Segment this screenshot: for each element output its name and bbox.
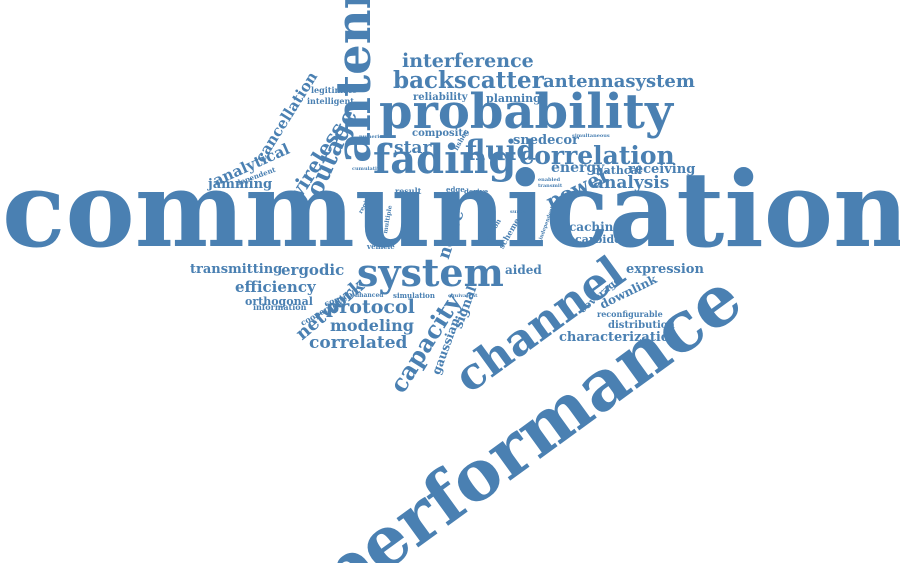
word-star: star bbox=[394, 138, 432, 158]
word-analysis: analysis bbox=[593, 173, 670, 193]
word-caching: caching bbox=[569, 220, 622, 234]
word-edge: edge bbox=[446, 185, 465, 194]
word-planning: planning bbox=[486, 92, 541, 105]
word-snedecor: snedecor bbox=[513, 133, 579, 148]
word-enabled: enabled bbox=[538, 177, 561, 183]
word-fading: fading bbox=[373, 136, 517, 183]
word-reconfigurable: reconfigurable bbox=[597, 309, 663, 319]
word-distribution: distribution bbox=[608, 320, 675, 331]
word-energy: energy bbox=[551, 160, 605, 176]
word-communication: communication bbox=[2, 148, 900, 271]
word-ergodic: ergodic bbox=[281, 261, 345, 279]
word-interference: interference bbox=[402, 50, 534, 72]
word-fluid: fluid bbox=[465, 134, 536, 167]
word-derive: derive bbox=[464, 187, 489, 196]
word-enhanced: enhanced bbox=[351, 292, 384, 299]
word-aided: aided bbox=[505, 263, 542, 277]
word-antennasystem: antennasystem bbox=[543, 71, 695, 92]
word-vehicle: vehicle bbox=[367, 242, 395, 251]
word-jamming: jamming bbox=[208, 177, 273, 192]
word-surface: surface bbox=[510, 209, 531, 215]
word-mathcal: mathcal bbox=[592, 164, 642, 177]
word-cumulative: cumulative bbox=[352, 166, 384, 172]
word-simultaneous: simultaneous bbox=[572, 133, 610, 139]
word-transmitting: transmitting bbox=[190, 262, 283, 277]
word-transmit: transmit bbox=[538, 183, 563, 189]
word-efficiency: efficiency bbox=[235, 278, 316, 296]
word-correlated: correlated bbox=[309, 333, 408, 353]
word-receiving: receiving bbox=[628, 162, 696, 177]
word-modeling: modeling bbox=[330, 316, 414, 335]
word-correlation: correlation bbox=[519, 141, 675, 170]
word-system: system bbox=[357, 250, 504, 295]
word-probability: probability bbox=[379, 84, 673, 140]
word-equivalent: equivalent bbox=[448, 293, 478, 299]
word-characterization: characterization bbox=[559, 330, 679, 345]
word-numerical: numerical bbox=[359, 134, 388, 140]
word-information: information bbox=[253, 302, 307, 312]
word-simulation: simulation bbox=[393, 291, 435, 300]
word-protocol: protocol bbox=[326, 296, 415, 318]
word-orthogonal: orthogonal bbox=[245, 295, 313, 308]
word-result: result bbox=[395, 186, 422, 196]
word-reliability: reliability bbox=[413, 92, 468, 103]
word-expression: expression bbox=[626, 262, 704, 277]
word-backscatter: backscatter bbox=[393, 67, 544, 94]
word-composite: composite bbox=[412, 128, 470, 139]
word-legitimate: legitimate bbox=[311, 85, 357, 95]
word-carbide: carbide bbox=[575, 233, 622, 246]
word-intelligent: intelligent bbox=[307, 96, 354, 106]
